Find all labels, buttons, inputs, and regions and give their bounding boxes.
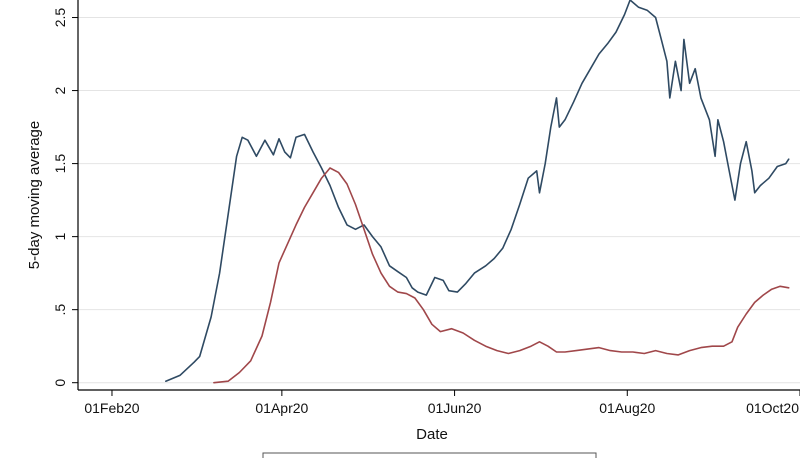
axes — [77, 0, 800, 391]
x-tick-label: 01Oct20 — [746, 400, 799, 416]
y-tick-label: 1.5 — [52, 154, 68, 174]
series-line-2 — [213, 167, 790, 384]
series-line-1 — [165, 0, 790, 383]
y-tick-label: 2 — [52, 86, 68, 94]
y-axis-title: 5-day moving average — [26, 121, 43, 269]
y-tick-label: .5 — [52, 304, 68, 316]
x-tick-label: 01Feb20 — [84, 400, 139, 416]
x-tick-label: 01Jun20 — [428, 400, 482, 416]
x-tick-label: 01Apr20 — [255, 400, 308, 416]
gridlines — [78, 17, 800, 384]
x-tick-label: 01Aug20 — [599, 400, 655, 416]
y-tick-label: 1 — [52, 233, 68, 241]
legend-box — [262, 452, 597, 458]
y-tick-label: 0 — [52, 379, 68, 387]
y-tick-label: 2.5 — [52, 8, 68, 28]
x-axis-title: Date — [416, 426, 448, 443]
series-lines — [165, 0, 790, 384]
y-axis-ticks: 0 .5 1 1.5 2 2.5 — [52, 8, 78, 387]
x-axis-ticks: 01Feb20 01Apr20 01Jun20 01Aug20 01Oct20 — [84, 390, 800, 416]
